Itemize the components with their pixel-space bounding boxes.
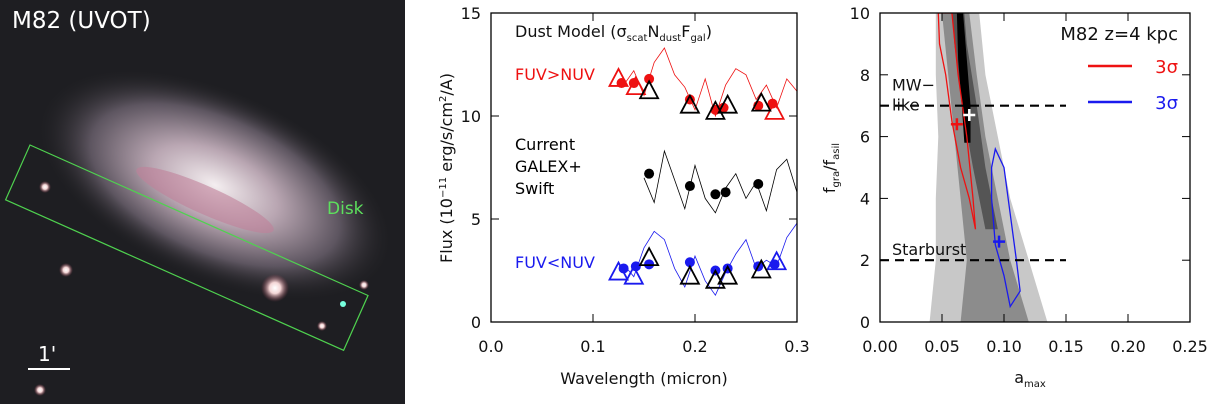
- x-tick-label: 0.3: [784, 337, 809, 356]
- x-tick-label: 0.00: [862, 337, 898, 356]
- label-part: Flux (10: [437, 198, 456, 263]
- x-axis-label: Wavelength (micron): [560, 369, 727, 388]
- x-tick-label: 0.15: [1048, 337, 1084, 356]
- y-tick-label: 10: [461, 107, 481, 126]
- x-tick-label: 0.25: [1172, 337, 1208, 356]
- spectrum-line: [624, 223, 797, 295]
- y-axis-label: fgra/fasil: [820, 143, 842, 193]
- axes-frame: [880, 13, 1190, 322]
- model-point: [685, 181, 695, 191]
- group-label: Current: [515, 135, 575, 154]
- observed-point: [681, 267, 699, 284]
- y-tick-label: 6: [860, 128, 870, 147]
- y-axis-label: Flux (10−11 erg/s/cm2/A): [437, 73, 456, 263]
- group-label: GALEX+: [515, 157, 582, 176]
- annotation-part: Dust Model (σ: [515, 22, 627, 41]
- star: [359, 280, 369, 290]
- model-point: [710, 189, 720, 199]
- star: [39, 181, 51, 193]
- x-tick-label: 0.05: [924, 337, 960, 356]
- label-part: −11: [438, 177, 449, 198]
- x-tick-label: 0.2: [682, 337, 707, 356]
- annotation-part: N: [647, 22, 659, 41]
- star: [261, 274, 289, 302]
- y-tick-label: 0: [860, 313, 870, 332]
- annotation-part: gal: [690, 33, 705, 44]
- figure: M82 (UVOT) Disk 1' Dust Model (σscatNdus…: [0, 0, 1212, 404]
- page: M82 (UVOT) Disk 1' Dust Model (σscatNdus…: [0, 0, 1212, 404]
- star: [317, 321, 327, 331]
- label-part: erg/s/cm: [437, 102, 456, 177]
- y-tick-label: 10: [850, 4, 870, 23]
- label-part: a: [1014, 368, 1024, 387]
- group-label: FUV>NUV: [515, 65, 595, 84]
- y-tick-label: 4: [860, 189, 870, 208]
- group-label: Swift: [515, 179, 554, 198]
- region-label: Disk: [327, 199, 364, 219]
- model-point: [644, 169, 654, 179]
- contour-chart: MW−like Starburst M82 z=4 kpc 3σ 3σ 0.00 0.05 0…: [850, 4, 1208, 356]
- x-tick-label: 0.1: [580, 337, 605, 356]
- y-tick-label: 8: [860, 66, 870, 85]
- reference-label: Starburst: [892, 240, 966, 259]
- group-label: FUV<NUV: [515, 253, 595, 272]
- y-tick-label: 2: [860, 251, 870, 270]
- annotation-part: F: [681, 22, 690, 41]
- star: [59, 263, 73, 277]
- image-panel: M82 (UVOT) Disk 1': [0, 0, 427, 404]
- y-tick-label: 0: [471, 313, 481, 332]
- plot-area: [930, 13, 1048, 322]
- chart-annotation: Dust Model (σscatNdustFgal): [515, 22, 712, 44]
- spectrum-chart: FUV>NUV Current GALEX+ Swift FUV<NUV 0.0 0.1 0.…: [461, 4, 810, 356]
- model-point: [753, 179, 763, 189]
- label-part: asil: [831, 143, 842, 160]
- annotation-part: dust: [659, 33, 681, 44]
- x-tick-label: 0.20: [1110, 337, 1146, 356]
- reference-label: MW−: [892, 76, 935, 95]
- star: [340, 301, 346, 307]
- legend-label: 3σ: [1155, 93, 1178, 114]
- scale-label: 1': [38, 342, 56, 366]
- x-axis-label: amax: [1014, 368, 1046, 390]
- spectrum-line: [644, 151, 797, 213]
- chart-annotation: M82 z=4 kpc: [1060, 24, 1178, 45]
- y-tick-label: 15: [461, 4, 481, 23]
- y-tick-label: 5: [471, 210, 481, 229]
- reference-label: like: [892, 96, 919, 115]
- label-part: /f: [820, 159, 839, 170]
- x-tick-label: 0.0: [478, 337, 503, 356]
- x-tick-label: 0.10: [986, 337, 1022, 356]
- star: [34, 384, 46, 396]
- annotation-part: ): [706, 22, 712, 41]
- model-point: [721, 187, 731, 197]
- label-part: /A): [437, 73, 456, 96]
- label-part: gra: [831, 171, 842, 188]
- label-part: max: [1024, 379, 1046, 390]
- image-title: M82 (UVOT): [12, 8, 151, 34]
- legend-label: 3σ: [1155, 57, 1178, 78]
- annotation-part: scat: [627, 33, 648, 44]
